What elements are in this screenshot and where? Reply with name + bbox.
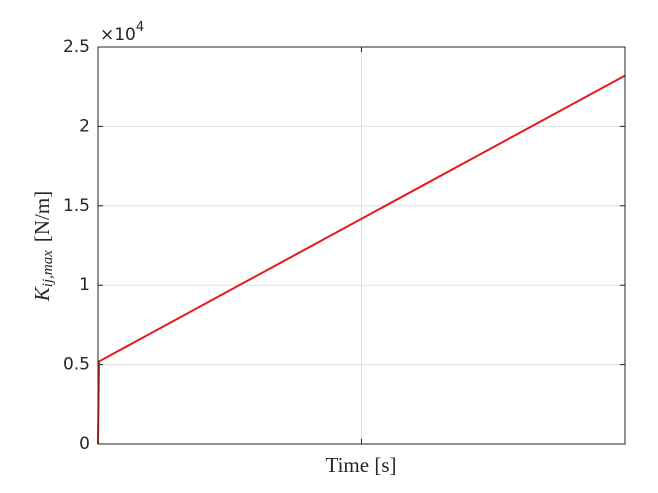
y-tick-label: 0.5 [63, 355, 90, 375]
y-multiplier-base: ×10 [100, 25, 136, 45]
y-label-unit: [N/m] [30, 191, 54, 242]
x-axis-label: Time [s] [326, 453, 397, 477]
y-tick-label: 1.5 [63, 196, 90, 216]
y-label-subscript: ij,max [40, 250, 56, 287]
y-tick-label: 2.5 [63, 37, 90, 57]
y-multiplier: ×104 [100, 20, 144, 46]
y-tick-label: 1 [79, 275, 90, 295]
y-multiplier-exponent: 4 [136, 20, 144, 35]
y-axis-label: Kij,max [N/m] [30, 191, 57, 302]
y-label-symbol: K [30, 286, 54, 302]
y-tick-label: 0 [79, 434, 90, 454]
y-tick-label: 2 [79, 116, 90, 136]
axes-box [97, 46, 626, 445]
